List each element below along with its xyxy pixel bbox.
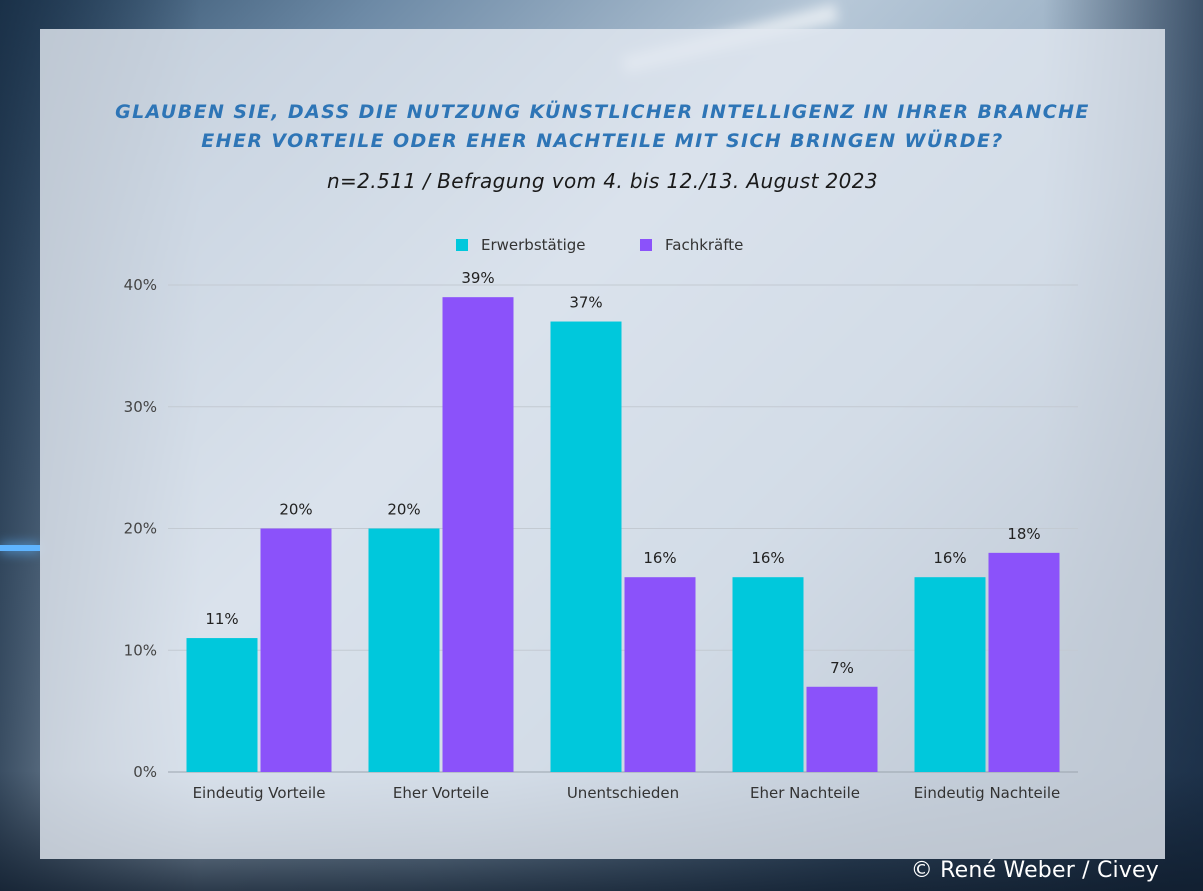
bar-erwerbstaetige <box>914 577 986 772</box>
y-tick-label: 10% <box>124 641 157 659</box>
legend-item-erwerbstaetige: Erwerbstätige <box>456 236 586 254</box>
y-tick-label: 0% <box>133 763 157 781</box>
data-label: 18% <box>1007 525 1040 543</box>
x-tick-label: Eher Nachteile <box>750 784 860 802</box>
y-tick-label: 40% <box>124 276 157 294</box>
bar-fachkraefte <box>988 552 1060 772</box>
legend-item-fachkraefte: Fachkräfte <box>640 236 743 254</box>
data-label: 20% <box>387 501 420 519</box>
bar-fachkraefte <box>260 528 332 772</box>
x-tick-label: Unentschieden <box>567 784 679 802</box>
data-label: 16% <box>643 549 676 567</box>
chart-title-line-1: GLAUBEN SIE, DASS DIE NUTZUNG KÜNSTLICHE… <box>115 101 1090 123</box>
data-label: 7% <box>830 659 854 677</box>
data-label: 37% <box>569 294 602 312</box>
data-label: 16% <box>933 549 966 567</box>
data-label: 39% <box>461 269 494 287</box>
bar-erwerbstaetige <box>368 528 440 772</box>
bar-fachkraefte <box>806 686 878 772</box>
copyright-credit: © René Weber / Civey <box>910 858 1159 883</box>
x-tick-label: Eher Vorteile <box>393 784 489 802</box>
y-tick-label: 20% <box>124 520 157 538</box>
chart-title-line-2: EHER VORTEILE ODER EHER NACHTEILE MIT SI… <box>201 130 1004 152</box>
x-tick-label: Eindeutig Nachteile <box>914 784 1061 802</box>
legend-swatch-erwerbstaetige <box>456 239 468 251</box>
bar-erwerbstaetige <box>550 321 622 772</box>
background-light-strip <box>0 545 40 551</box>
data-label: 11% <box>205 610 238 628</box>
bar-erwerbstaetige <box>186 638 258 772</box>
bar-erwerbstaetige <box>732 577 804 772</box>
legend-label-erwerbstaetige: Erwerbstätige <box>481 236 586 254</box>
data-label: 20% <box>279 501 312 519</box>
bar-fachkraefte <box>624 577 696 772</box>
x-tick-label: Eindeutig Vorteile <box>193 784 326 802</box>
legend-label-fachkraefte: Fachkräfte <box>665 236 744 254</box>
bar-fachkraefte <box>442 297 514 772</box>
legend-swatch-fachkraefte <box>640 239 652 251</box>
data-label: 16% <box>751 549 784 567</box>
chart-subtitle: n=2.511 / Befragung vom 4. bis 12./13. A… <box>326 169 879 193</box>
y-tick-label: 30% <box>124 398 157 416</box>
